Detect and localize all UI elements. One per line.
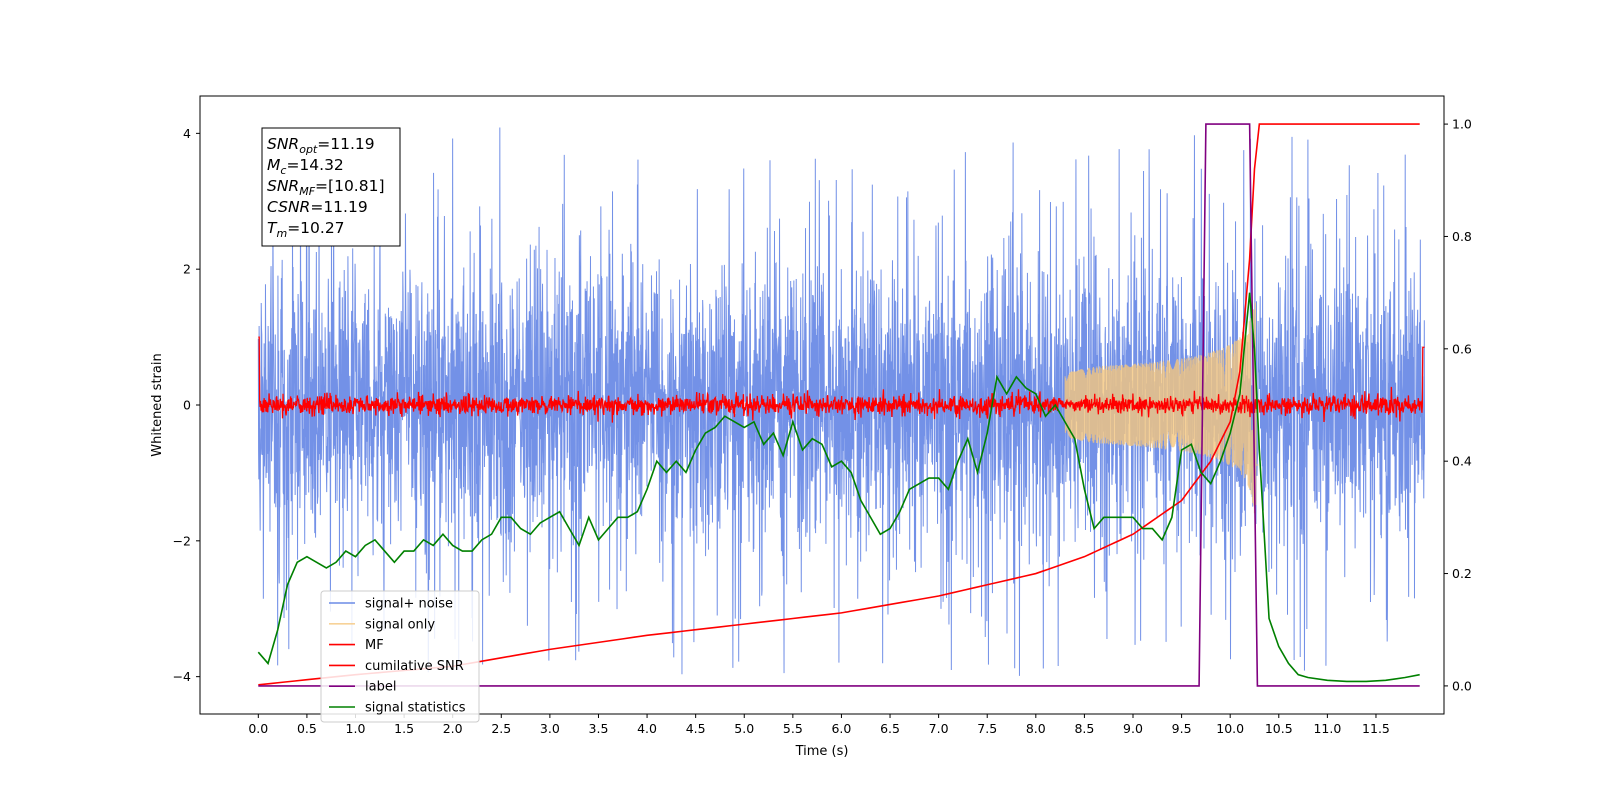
series-label	[258, 123, 1420, 687]
plot-area	[257, 123, 1426, 687]
legend-frame	[320, 590, 480, 723]
y-right-tick-label: 0.8	[1452, 229, 1472, 244]
x-tick-label: 6.5	[880, 721, 900, 736]
legend-entry: signal+ noise	[365, 597, 453, 612]
y-right-tick-label: 0.4	[1452, 454, 1472, 469]
legend-entry: label	[365, 680, 396, 695]
info-subscript: c	[280, 164, 286, 177]
y-right-tick-label: 0.6	[1452, 341, 1472, 356]
x-tick-label: 10.0	[1216, 721, 1244, 736]
series-signal-only	[1064, 302, 1259, 514]
info-symbol: SNR	[267, 135, 299, 153]
series-mf	[258, 336, 1425, 423]
x-tick-label: 0.0	[248, 721, 268, 736]
x-tick-label: 2.5	[491, 721, 511, 736]
x-tick-label: 4.5	[686, 721, 706, 736]
legend: signal+ noise signal only MF cumilative SNR…	[320, 590, 480, 723]
y-left-tick-label: −2	[173, 533, 191, 548]
info-line: SNRopt=11.19	[267, 135, 375, 156]
x-tick-label: 3.5	[589, 721, 609, 736]
info-value: =11.19	[310, 198, 367, 216]
info-symbol: T	[267, 219, 278, 237]
y-left-tick-label: 0	[183, 398, 191, 413]
y-left-tick-label: 4	[183, 126, 191, 141]
info-box-frame	[261, 127, 401, 247]
legend-entry: MF	[365, 638, 384, 653]
info-line: CSNR=11.19	[267, 198, 368, 216]
info-line: Tm=10.27	[267, 219, 345, 240]
x-tick-label: 6.0	[831, 721, 851, 736]
info-symbol: M	[267, 156, 280, 174]
info-subscript: MF	[299, 185, 315, 198]
info-subscript: m	[276, 227, 287, 240]
x-tick-label: 2.0	[443, 721, 463, 736]
x-tick-label: 11.5	[1362, 721, 1390, 736]
x-tick-label: 1.0	[346, 721, 366, 736]
y-axis-label: Whitened strain	[150, 353, 165, 456]
y-left-tick-label: −4	[173, 669, 191, 684]
x-tick-label: 4.0	[637, 721, 657, 736]
info-line: SNRMF=[10.81]	[267, 177, 385, 198]
x-tick-label: 10.5	[1265, 721, 1293, 736]
x-axis-label: Time (s)	[795, 744, 849, 759]
legend-entry: signal only	[365, 617, 435, 632]
x-tick-label: 7.5	[977, 721, 997, 736]
x-tick-label: 3.0	[540, 721, 560, 736]
x-tick-label: 8.0	[1026, 721, 1046, 736]
info-value: =11.19	[317, 135, 374, 153]
x-tick-label: 8.5	[1074, 721, 1094, 736]
axes: 0.0 0.5 1.0 1.5 2.0 2.5 3.0 3.5 4.0 4.5 5.0 5.5 6.0 6…	[173, 117, 1472, 736]
info-annotation-box: SNRopt=11.19Mc=14.32SNRMF=[10.81]CSNR=11…	[261, 127, 401, 247]
info-value: =[10.81]	[315, 177, 384, 195]
x-tick-label: 9.5	[1172, 721, 1192, 736]
info-symbol: SNR	[267, 177, 299, 195]
x-tick-label: 7.0	[929, 721, 949, 736]
legend-entry: cumilative SNR	[365, 659, 464, 674]
x-tick-label: 1.5	[394, 721, 414, 736]
info-value: =14.32	[286, 156, 343, 174]
y-left-tick-label: 2	[183, 262, 191, 277]
y-right-tick-label: 1.0	[1452, 117, 1472, 132]
x-tick-label: 11.0	[1313, 721, 1341, 736]
info-subscript: opt	[299, 143, 318, 156]
info-value: =10.27	[287, 219, 344, 237]
y-right-tick-label: 0.0	[1452, 678, 1472, 693]
x-tick-label: 9.0	[1123, 721, 1143, 736]
legend-entry: signal statistics	[365, 701, 466, 716]
series-cumulative-snr	[258, 123, 1420, 686]
info-line: Mc=14.32	[267, 156, 344, 177]
y-right-tick-label: 0.2	[1452, 566, 1472, 581]
x-tick-label: 0.5	[297, 721, 317, 736]
x-tick-label: 5.0	[734, 721, 754, 736]
x-tick-label: 5.5	[783, 721, 803, 736]
series-signal-statistics	[257, 292, 1420, 683]
info-symbol: CSNR	[267, 198, 310, 216]
